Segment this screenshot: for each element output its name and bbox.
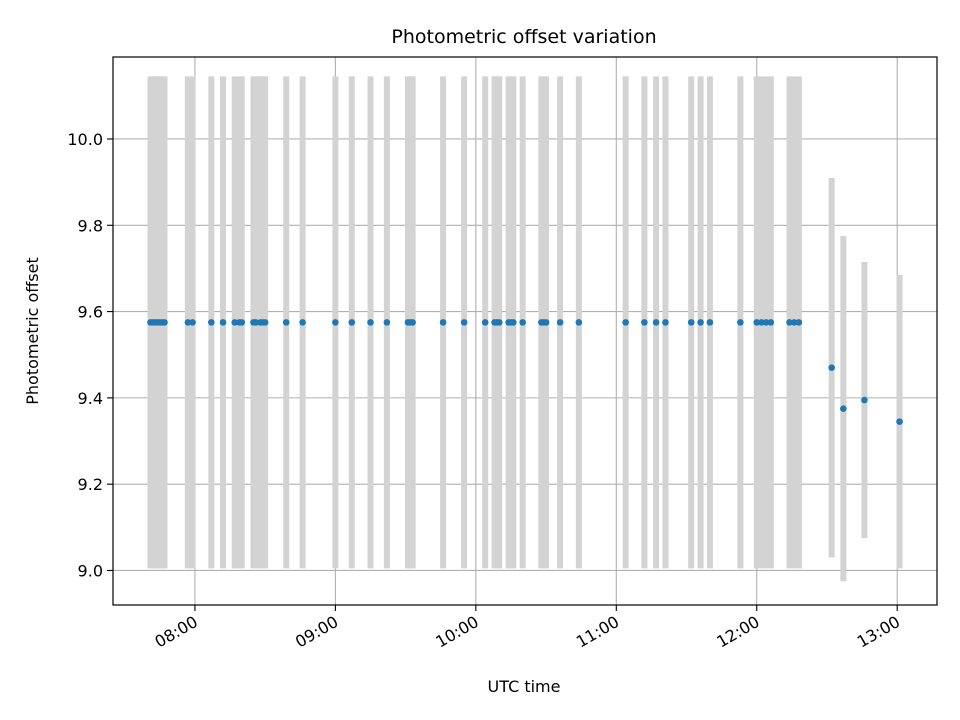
data-point: [208, 319, 215, 326]
data-point: [641, 319, 648, 326]
data-point: [189, 319, 196, 326]
data-point: [706, 319, 714, 326]
data-point: [231, 319, 239, 326]
data-point: [282, 319, 290, 326]
data-point: [519, 319, 526, 326]
data-point: [737, 319, 744, 326]
x-tick-label: 10:00: [432, 612, 481, 652]
x-tick-label: 12:00: [713, 612, 762, 652]
chart-title: Photometric offset variation: [391, 26, 656, 48]
data-point: [509, 319, 517, 326]
data-point: [252, 319, 260, 326]
data-point: [184, 319, 192, 326]
data-point: [662, 319, 669, 326]
data-point: [261, 319, 269, 326]
data-point: [767, 319, 775, 326]
data-point: [687, 319, 695, 326]
y-tick-label: 9.4: [78, 389, 103, 408]
x-axis-ticks: 08:00 09:00 10:00 11:00 12:00 13:00: [151, 605, 903, 652]
data-point: [542, 319, 550, 326]
data-point: [896, 418, 903, 425]
data-point: [652, 319, 660, 326]
x-axis-label: UTC time: [488, 677, 561, 696]
x-tick-label: 11:00: [573, 612, 622, 652]
data-point: [367, 319, 374, 326]
y-tick-label: 9.8: [78, 216, 103, 235]
data-point: [409, 319, 416, 326]
plot-frame: [112, 56, 938, 606]
data-point: [219, 319, 227, 326]
data-point: [238, 319, 246, 326]
data-point: [622, 319, 629, 326]
y-tick-label: 9.6: [78, 303, 103, 322]
data-point: [762, 319, 770, 326]
data-point: [753, 319, 761, 326]
y-tick-label: 9.0: [78, 561, 103, 580]
y-tick-label: 10.0: [67, 130, 103, 149]
data-point: [299, 319, 306, 326]
data-point: [697, 319, 704, 326]
y-axis-ticks: 9.0 9.2 9.4 9.6 9.8 10.0: [67, 130, 113, 580]
error-bars: [147, 76, 903, 582]
data-point: [786, 319, 793, 326]
data-point: [795, 319, 803, 326]
data-point: [790, 319, 798, 326]
data-point: [828, 364, 835, 371]
data-point: [840, 405, 847, 412]
data-point: [332, 319, 339, 326]
x-tick-label: 08:00: [151, 612, 200, 652]
data-point: [161, 319, 168, 326]
y-tick-label: 9.2: [78, 475, 103, 494]
data-point: [495, 319, 503, 326]
data-point: [556, 319, 564, 326]
data-point: [460, 319, 468, 326]
data-point: [481, 319, 489, 326]
data-point: [383, 319, 391, 326]
data-point: [861, 396, 868, 404]
y-axis-label: Photometric offset: [23, 257, 42, 405]
data-point: [348, 319, 356, 326]
data-point: [758, 319, 765, 326]
data-points: [147, 319, 903, 425]
x-tick-label: 13:00: [854, 612, 903, 652]
data-point: [439, 319, 447, 326]
data-point: [575, 319, 583, 326]
x-tick-label: 09:00: [292, 612, 341, 652]
